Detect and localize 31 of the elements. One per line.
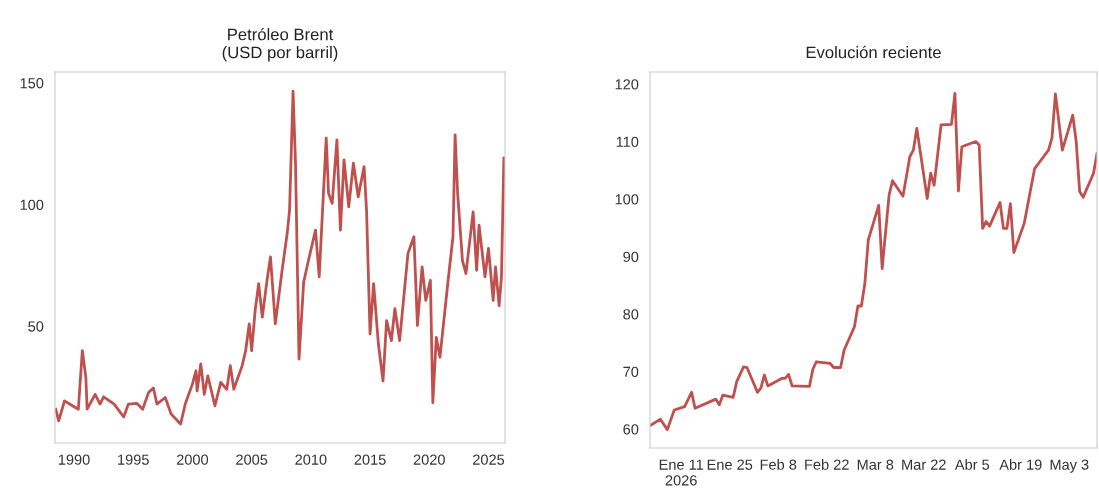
line-series [650, 91, 1097, 431]
x-tick-label: Feb 8 [760, 459, 797, 470]
y-tick-label: 100 [615, 194, 639, 205]
line-series [55, 89, 505, 426]
x-tick-label: 2010 [295, 454, 327, 465]
chart-title: Petróleo Brent (USD por barril) [222, 27, 338, 62]
x-tick-label: 2025 [473, 454, 505, 465]
y-tick-label: 120 [615, 79, 639, 90]
y-tick-label: 90 [623, 251, 639, 262]
x-tick-label: Abr 5 [954, 459, 990, 470]
x-tick-label: May 3 [1050, 459, 1089, 473]
x-tick-label: Mar 8 [857, 459, 894, 470]
x-tick-label: Feb 22 [805, 459, 849, 470]
y-tick-label: 100 [20, 199, 44, 211]
y-tick-label: 50 [28, 321, 44, 332]
chart-title: Evolución reciente [806, 45, 941, 59]
x-tick-label: Abr 19 [999, 459, 1042, 470]
x-tick-label: 2005 [236, 454, 268, 465]
x-tick-label: Ene 25 [707, 459, 753, 470]
x-tick-label: Ene 11 2026 [659, 459, 704, 486]
x-tick-label: 1990 [58, 454, 90, 465]
x-tick-label: Mar 22 [902, 459, 946, 470]
y-tick-label: 70 [623, 366, 639, 377]
x-tick-label: 1995 [118, 454, 149, 465]
y-tick-label: 150 [20, 78, 44, 89]
x-tick-label: 2000 [176, 454, 209, 465]
x-tick-label: 2020 [413, 454, 445, 465]
y-tick-label: 110 [616, 136, 639, 147]
x-tick-label: 2015 [354, 454, 386, 465]
y-tick-label: 80 [623, 309, 639, 320]
y-tick-label: 60 [623, 424, 639, 435]
